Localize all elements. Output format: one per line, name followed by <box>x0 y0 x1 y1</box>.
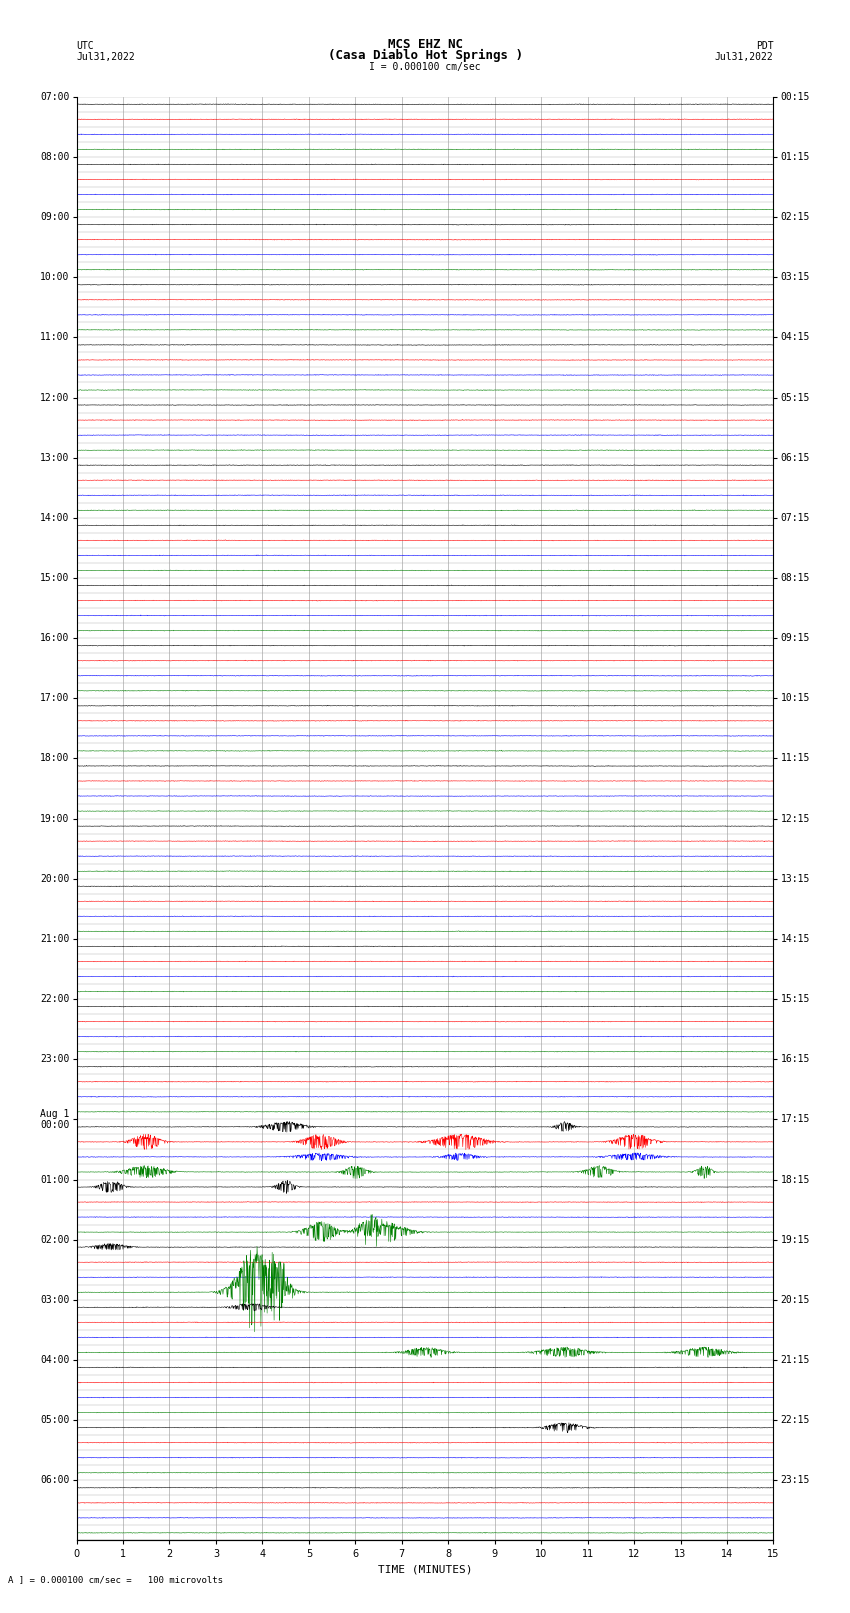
Text: I = 0.000100 cm/sec: I = 0.000100 cm/sec <box>369 61 481 71</box>
X-axis label: TIME (MINUTES): TIME (MINUTES) <box>377 1565 473 1574</box>
Text: Jul31,2022: Jul31,2022 <box>76 52 135 63</box>
Text: (Casa Diablo Hot Springs ): (Casa Diablo Hot Springs ) <box>327 48 523 63</box>
Text: Jul31,2022: Jul31,2022 <box>715 52 774 63</box>
Text: MCS EHZ NC: MCS EHZ NC <box>388 37 462 50</box>
Text: A ] = 0.000100 cm/sec =   100 microvolts: A ] = 0.000100 cm/sec = 100 microvolts <box>8 1574 224 1584</box>
Text: PDT: PDT <box>756 40 774 50</box>
Text: UTC: UTC <box>76 40 94 50</box>
